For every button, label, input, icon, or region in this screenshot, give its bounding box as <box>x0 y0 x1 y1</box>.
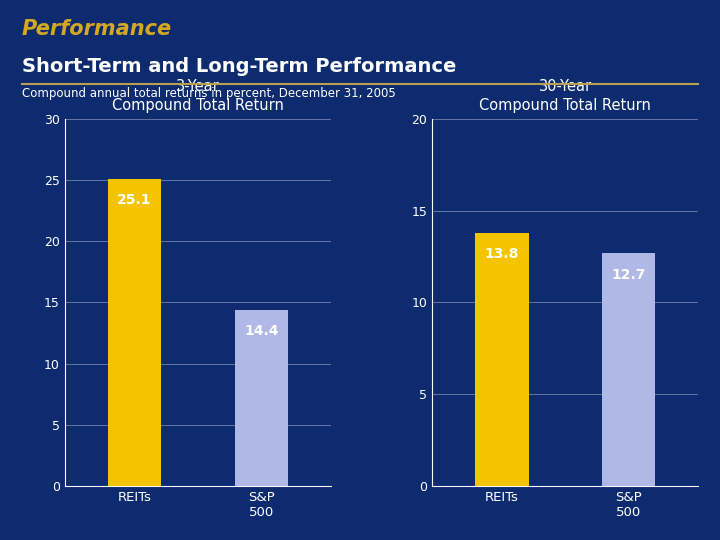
Text: Performance: Performance <box>22 19 172 39</box>
Text: 14.4: 14.4 <box>244 325 279 339</box>
Text: Compound annual total returns in percent, December 31, 2005: Compound annual total returns in percent… <box>22 87 395 100</box>
Text: 12.7: 12.7 <box>611 267 646 281</box>
Title: 30-Year
Compound Total Return: 30-Year Compound Total Return <box>480 79 651 113</box>
Text: Short-Term and Long-Term Performance: Short-Term and Long-Term Performance <box>22 57 456 76</box>
Bar <box>108 179 161 486</box>
Bar <box>602 253 655 486</box>
Text: 13.8: 13.8 <box>485 247 519 261</box>
Bar <box>235 310 288 486</box>
Text: 25.1: 25.1 <box>117 193 152 207</box>
Bar <box>475 233 528 486</box>
Title: 3-Year
Compound Total Return: 3-Year Compound Total Return <box>112 79 284 113</box>
